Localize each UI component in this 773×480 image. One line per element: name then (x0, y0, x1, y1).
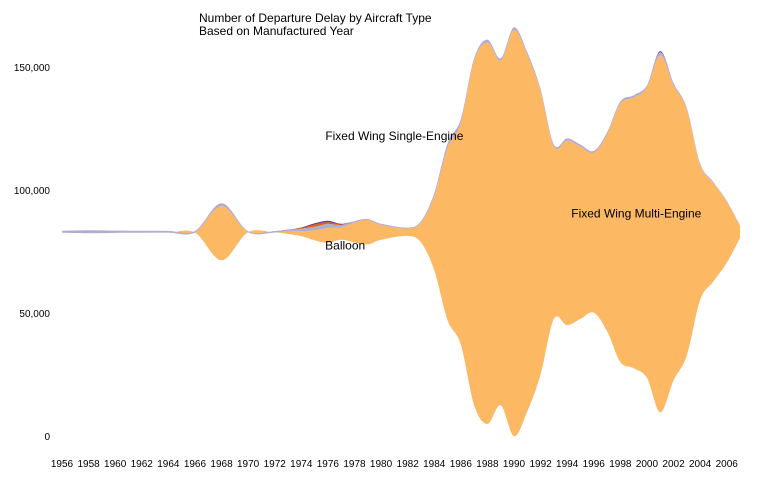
x-tick-label: 1986 (450, 459, 473, 470)
chart-title: Number of Departure Delay by Aircraft Ty… (199, 11, 432, 38)
x-tick-label: 1998 (609, 459, 632, 470)
stream-fixed-wing-multi-engine (62, 30, 740, 437)
x-tick-label: 1976 (317, 459, 340, 470)
y-tick-label: 100,000 (14, 186, 51, 197)
stream-label: Fixed Wing Single-Engine (325, 129, 463, 143)
y-tick-label: 150,000 (14, 63, 51, 74)
x-tick-label: 1966 (184, 459, 207, 470)
x-tick-label: 1988 (476, 459, 499, 470)
x-tick-label: 1996 (583, 459, 606, 470)
x-tick-label: 1964 (157, 459, 180, 470)
stream-layers (62, 27, 740, 437)
x-tick-label: 2000 (636, 459, 659, 470)
x-tick-label: 1958 (77, 459, 100, 470)
x-tick-label: 1962 (131, 459, 154, 470)
x-tick-label: 1992 (529, 459, 552, 470)
x-tick-label: 1972 (264, 459, 287, 470)
x-tick-label: 1960 (104, 459, 127, 470)
stream-labels: Fixed Wing Single-Engine Fixed Wing Multi… (325, 129, 702, 252)
y-axis: 0 50,000 100,000 150,000 (14, 63, 51, 443)
x-tick-label: 1968 (210, 459, 233, 470)
x-tick-label: 1970 (237, 459, 260, 470)
x-tick-label: 1984 (423, 459, 446, 470)
x-tick-label: 1994 (556, 459, 579, 470)
x-tick-label: 1974 (290, 459, 313, 470)
y-tick-label: 50,000 (19, 309, 50, 320)
y-tick-label: 0 (44, 432, 50, 443)
x-tick-label: 1980 (370, 459, 393, 470)
x-tick-label: 1982 (397, 459, 420, 470)
x-tick-label: 2006 (716, 459, 739, 470)
chart-title-line-1: Number of Departure Delay by Aircraft Ty… (199, 11, 432, 25)
x-tick-label: 2004 (689, 459, 712, 470)
x-axis: 1956 1958 1960 1962 1964 1966 1968 1970 1972 1974… (51, 459, 738, 470)
x-tick-label: 2002 (662, 459, 685, 470)
stream-label: Balloon (325, 238, 365, 252)
x-tick-label: 1978 (343, 459, 366, 470)
chart-title-line-2: Based on Manufactured Year (199, 24, 354, 38)
x-tick-label: 1990 (503, 459, 526, 470)
x-tick-label: 1956 (51, 459, 74, 470)
stream-label: Fixed Wing Multi-Engine (571, 206, 701, 220)
